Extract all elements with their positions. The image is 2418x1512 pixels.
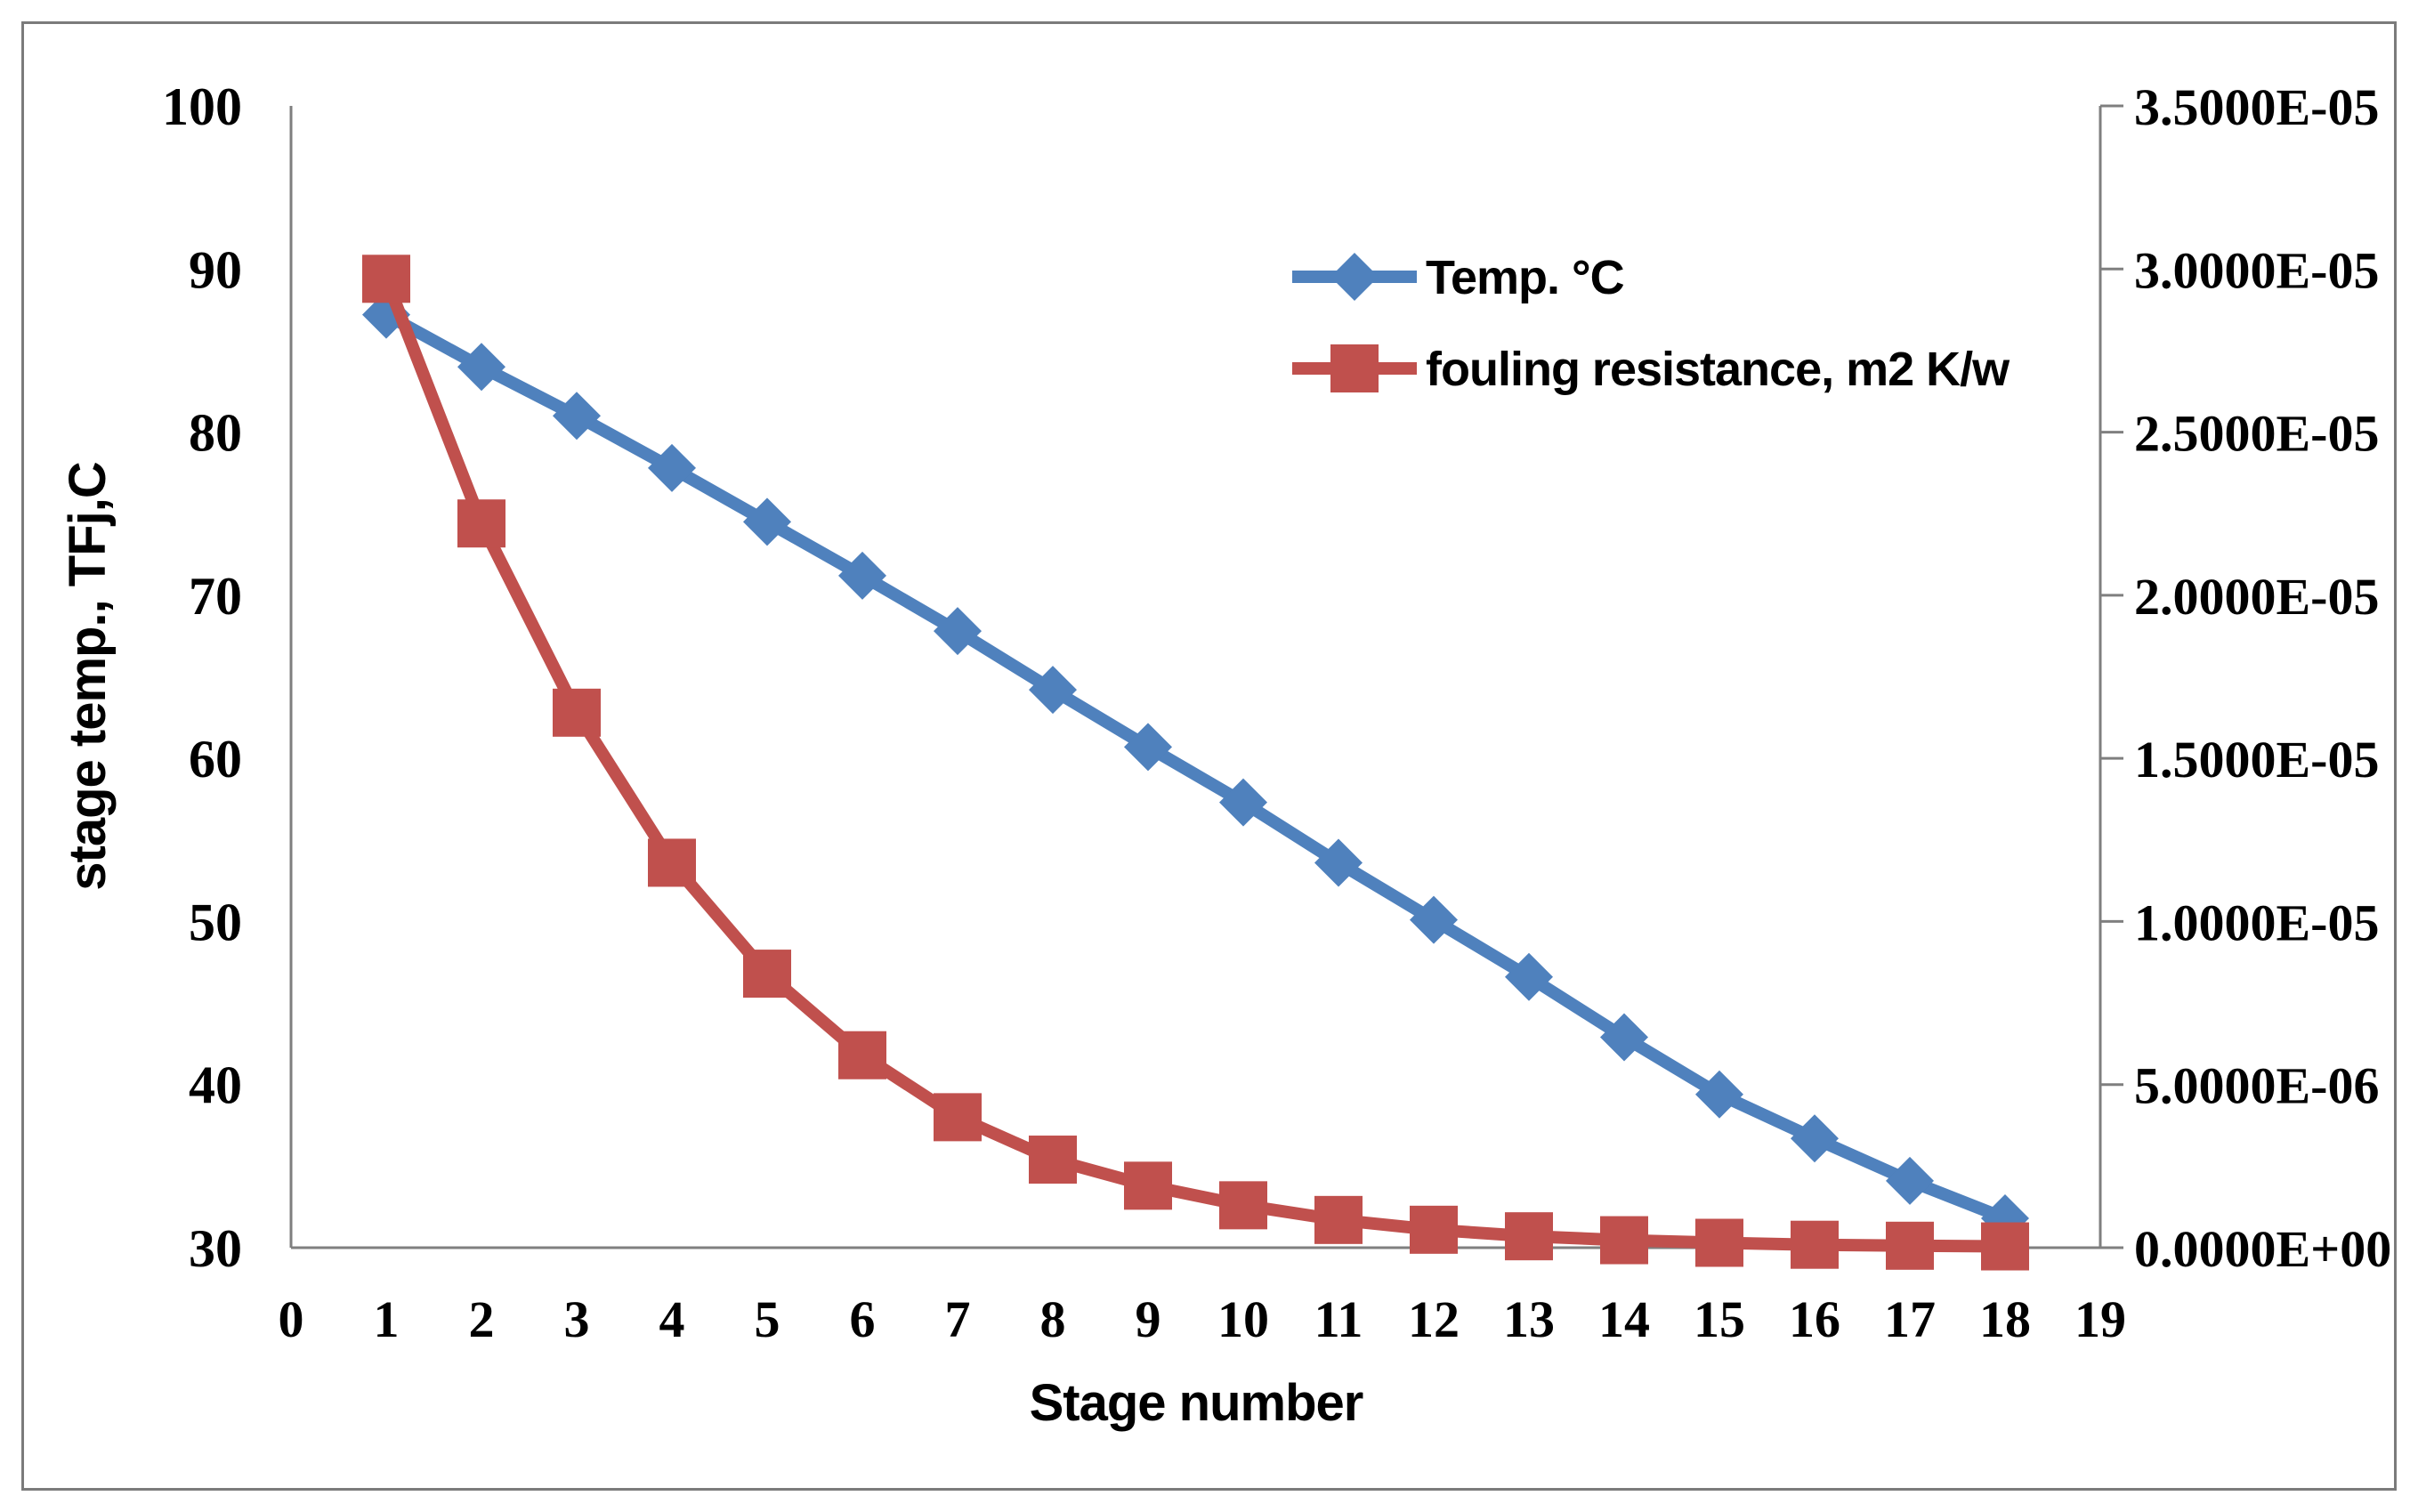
diamond-marker <box>743 497 791 546</box>
x-axis-tick-label: 11 <box>1314 1290 1363 1348</box>
square-marker <box>648 838 696 887</box>
square-marker <box>1981 1222 2029 1271</box>
diamond-marker <box>457 343 505 392</box>
right-axis-tick-label: 3.0000E-05 <box>2134 241 2380 299</box>
x-axis-tick-label: 15 <box>1694 1290 1745 1348</box>
x-axis-tick-label: 19 <box>2074 1290 2126 1348</box>
square-marker <box>457 499 505 548</box>
diamond-marker <box>838 551 886 600</box>
diamond-marker <box>553 392 601 441</box>
right-axis-tick-label: 1.0000E-05 <box>2134 893 2380 951</box>
square-marker <box>1330 344 1379 392</box>
left-axis-tick-label: 70 <box>189 567 242 626</box>
left-axis-tick-label: 30 <box>189 1219 242 1278</box>
x-axis-tick-label: 4 <box>659 1290 685 1348</box>
diamond-marker <box>648 443 696 492</box>
square-marker <box>1314 1195 1363 1244</box>
x-axis-tick-label: 18 <box>1979 1290 2031 1348</box>
left-axis-tick-label: 90 <box>189 240 242 299</box>
x-axis-tick-label: 5 <box>755 1290 780 1348</box>
x-axis-tick-label: 16 <box>1789 1290 1840 1348</box>
diamond-marker <box>1124 723 1172 772</box>
right-axis-tick-label: 5.0000E-06 <box>2134 1057 2380 1115</box>
diamond-marker <box>1505 952 1553 1001</box>
x-axis-title: Stage number <box>1030 1374 1363 1432</box>
diamond-marker <box>934 607 982 656</box>
square-marker <box>1410 1205 1458 1254</box>
x-axis-tick-label: 12 <box>1408 1290 1460 1348</box>
x-axis-tick-label: 0 <box>279 1290 304 1348</box>
square-marker <box>1505 1212 1553 1261</box>
diamond-marker <box>1791 1114 1839 1163</box>
square-marker <box>743 950 791 999</box>
x-axis-tick-label: 6 <box>850 1290 876 1348</box>
x-axis-tick-label: 13 <box>1503 1290 1555 1348</box>
diamond-marker <box>1410 895 1458 944</box>
legend-entry-label: fouling resistance, m2 K/w <box>1426 343 2010 396</box>
left-axis-tick-label: 60 <box>189 730 242 788</box>
diamond-marker <box>1600 1013 1648 1062</box>
diamond-marker <box>1695 1070 1743 1119</box>
square-marker <box>1124 1161 1172 1210</box>
left-axis-tick-label: 40 <box>189 1056 242 1115</box>
right-axis-tick-label: 1.5000E-05 <box>2134 731 2380 788</box>
x-axis-tick-label: 9 <box>1136 1290 1161 1348</box>
right-axis-tick-label: 3.5000E-05 <box>2134 78 2380 136</box>
left-y-axis-title: stage temp., TFj,C <box>59 462 117 891</box>
square-marker <box>934 1093 982 1142</box>
x-axis-tick-label: 14 <box>1598 1290 1650 1348</box>
diamond-marker <box>1314 838 1363 887</box>
series-line-diamond <box>383 309 2008 1225</box>
right-axis-tick-label: 0.0000E+00 <box>2134 1220 2391 1278</box>
right-axis-tick-label: 2.0000E-05 <box>2134 568 2380 626</box>
left-axis-tick-label: 50 <box>189 893 242 951</box>
square-marker <box>1600 1216 1648 1265</box>
left-axis-tick-label: 80 <box>189 404 242 463</box>
square-marker <box>553 688 601 737</box>
square-marker <box>1029 1136 1077 1185</box>
diamond-marker <box>1219 778 1267 827</box>
diamond-marker <box>1886 1156 1934 1205</box>
right-axis-tick-label: 2.5000E-05 <box>2134 405 2380 463</box>
legend-entry-label: Temp. °C <box>1426 251 1624 304</box>
x-axis-tick-label: 7 <box>945 1290 971 1348</box>
square-marker <box>362 255 410 303</box>
square-marker <box>1886 1221 1934 1270</box>
x-axis-tick-label: 1 <box>374 1290 400 1348</box>
square-marker <box>1791 1220 1839 1269</box>
diamond-marker <box>1330 253 1379 301</box>
left-axis-tick-label: 100 <box>162 77 242 136</box>
diamond-marker <box>1029 666 1077 715</box>
x-axis-tick-label: 10 <box>1217 1290 1269 1348</box>
x-axis-tick-label: 3 <box>564 1290 590 1348</box>
series-line-square <box>380 276 2006 1253</box>
chart-outer-border <box>21 21 2397 1491</box>
square-marker <box>838 1031 886 1079</box>
x-axis-tick-label: 17 <box>1884 1290 1936 1348</box>
x-axis-tick-label: 2 <box>469 1290 495 1348</box>
square-marker <box>1219 1181 1267 1230</box>
square-marker <box>1695 1218 1743 1267</box>
x-axis-tick-label: 8 <box>1040 1290 1066 1348</box>
